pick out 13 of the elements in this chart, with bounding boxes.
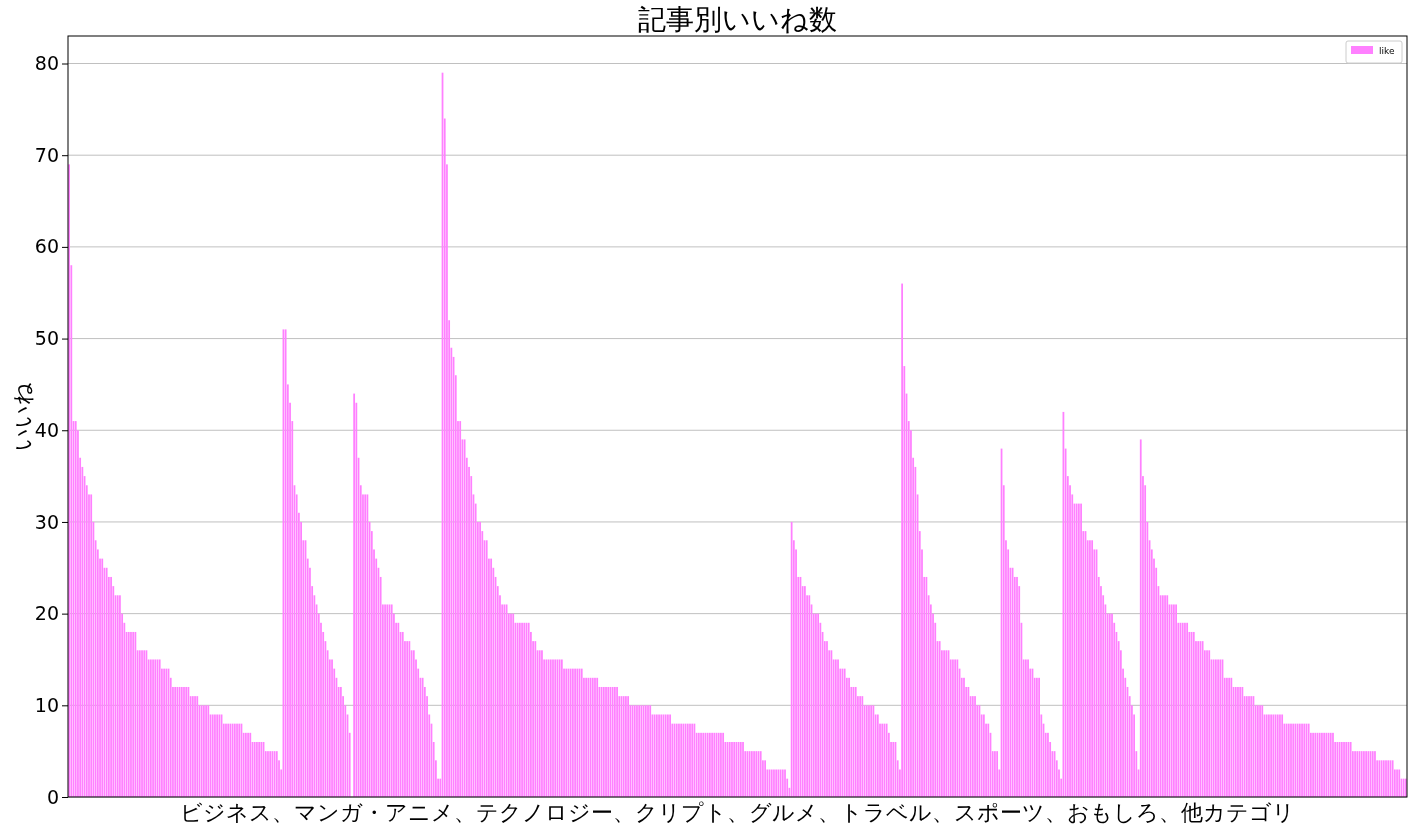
y-tick-label: 20 (34, 602, 59, 625)
y-tick-label: 0 (46, 785, 59, 808)
y-tick-label: 30 (34, 510, 59, 533)
y-tick-label: 50 (34, 327, 59, 350)
y-tick-label: 10 (34, 693, 59, 716)
x-axis-title: ビジネス、マンガ・アニメ、テクノロジー、クリプト、グルメ、トラベル、スポーツ、おもしろ、他カテゴリ (180, 800, 1295, 825)
chart-title: 記事別いいね数 (638, 3, 837, 36)
y-tick-label: 70 (34, 143, 59, 166)
legend-label: like (1379, 46, 1395, 56)
y-axis-title: いいね (10, 382, 35, 451)
y-tick-label: 80 (34, 52, 59, 75)
y-tick-label: 40 (34, 418, 59, 441)
y-tick-label: 60 (34, 235, 59, 258)
